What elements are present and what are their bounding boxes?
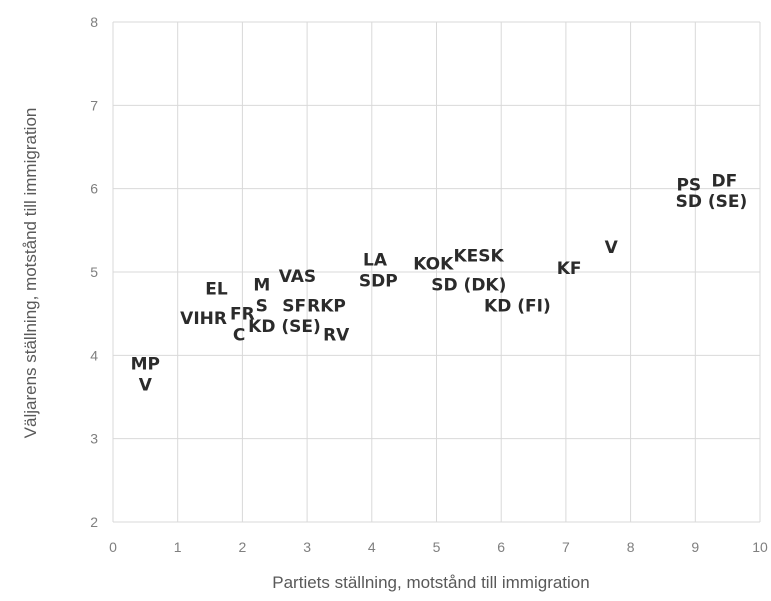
data-point-label: KOK: [413, 255, 454, 275]
data-point-label: SD (SE): [676, 192, 748, 212]
data-point-label: C: [233, 326, 245, 346]
y-tick-label: 4: [90, 347, 98, 363]
y-tick-label: 3: [90, 431, 98, 447]
data-point-label: DF: [712, 171, 738, 191]
x-tick-label: 6: [497, 539, 505, 555]
data-point-label: SF: [282, 296, 306, 316]
x-tick-label: 8: [627, 539, 635, 555]
y-axis-title: Väljarens ställning, motstånd till immig…: [21, 108, 40, 439]
data-point-label: KESK: [453, 246, 504, 266]
data-point-label: VAS: [279, 267, 316, 287]
data-point-label: MP: [131, 355, 160, 375]
data-point-label: KF: [557, 259, 582, 279]
data-point-label: FR: [230, 305, 255, 325]
data-point-label: RKP: [307, 296, 346, 316]
x-tick-label: 10: [752, 539, 768, 555]
x-tick-label: 2: [239, 539, 247, 555]
y-tick-label: 5: [90, 264, 98, 280]
x-tick-label: 3: [303, 539, 311, 555]
data-point-label: RV: [323, 326, 350, 346]
data-point-label: KD (SE): [248, 317, 321, 337]
data-point-label: SD (DK): [431, 276, 506, 296]
x-tick-label: 0: [109, 539, 117, 555]
data-point-label: S: [256, 296, 268, 316]
data-point-label: M: [253, 276, 270, 296]
data-point-label: V: [139, 376, 153, 396]
x-tick-label: 5: [433, 539, 441, 555]
x-axis-title: Partiets ställning, motstånd till immigr…: [272, 573, 589, 592]
data-point-label: EL: [205, 280, 228, 300]
data-point-label: KD (FI): [484, 296, 551, 316]
data-point-label: PS: [676, 176, 701, 196]
data-point-label: LA: [363, 251, 388, 271]
x-tick-label: 7: [562, 539, 570, 555]
y-tick-label: 8: [90, 14, 98, 30]
grid: [112, 21, 761, 523]
tick-labels: 0 1 2 3 4 5 6 7 8 9 10 2 3 4 5 6 7 8: [90, 14, 768, 555]
data-point-label: VIHR: [180, 309, 227, 329]
x-tick-label: 4: [368, 539, 376, 555]
y-tick-label: 6: [90, 181, 98, 197]
x-tick-label: 1: [174, 539, 182, 555]
x-tick-label: 9: [691, 539, 699, 555]
data-point-label: V: [605, 238, 619, 258]
y-tick-label: 7: [90, 97, 98, 113]
data-point-label: SDP: [359, 271, 398, 291]
y-tick-label: 2: [90, 514, 98, 530]
